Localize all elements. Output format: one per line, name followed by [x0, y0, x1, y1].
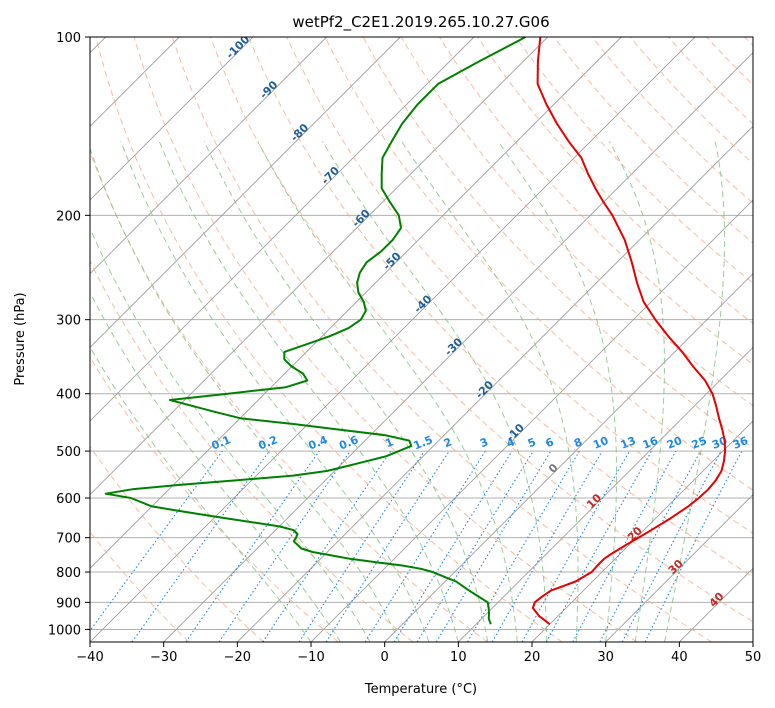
moist-adiabat-line: [664, 141, 726, 642]
dewpoint-profile-line: [104, 37, 527, 625]
dry-adiabat-line: [248, 37, 753, 578]
isotherm-line: [237, 125, 753, 642]
mixing-ratio-line: [435, 450, 552, 642]
x-tick-label: 20: [524, 650, 541, 665]
mixing-ratio-line: [325, 450, 450, 642]
y-axis-label: Pressure (hPa): [13, 292, 28, 385]
dry-adiabat-line: [324, 37, 753, 491]
moist-adiabat-line: [203, 141, 489, 642]
y-tick-label: 200: [56, 209, 81, 224]
x-tick-label: −20: [224, 650, 251, 665]
chart-title: wetPf2_C2E1.2019.265.10.27.G06: [292, 13, 549, 32]
dry-adiabat-line: [171, 37, 712, 642]
dry-adiabat-line: [629, 37, 753, 165]
moist-adiabats: [90, 141, 726, 642]
mixing-ratio-label: 16: [641, 434, 660, 452]
mixing-ratio-label: 20: [665, 434, 684, 452]
isotherm-line: [90, 37, 327, 275]
mixing-ratio-line: [131, 450, 270, 642]
moist-adiabat-line: [90, 345, 312, 642]
mixing-ratio-label: 8: [572, 435, 584, 450]
moist-adiabat-line: [120, 141, 430, 642]
x-tick-label: 50: [745, 650, 762, 665]
y-tick-label: 300: [56, 314, 81, 329]
dry-adiabat-line: [90, 445, 264, 642]
mixing-ratio-line: [218, 450, 351, 642]
dry-adiabat-line: [90, 259, 414, 642]
isotherm-line: [90, 37, 475, 422]
mixing-ratio-label: 36: [731, 434, 750, 452]
dry-adiabat-line: [133, 37, 638, 642]
moist-adiabat-line: [90, 147, 400, 642]
isotherm-line: [384, 273, 753, 642]
isotherm-line: [90, 37, 401, 348]
y-tick-label: 800: [56, 566, 81, 581]
isotherm-line: [163, 52, 753, 642]
sounding-profiles: [104, 37, 727, 625]
x-tick-label: 10: [450, 650, 467, 665]
isotherm-line: [605, 494, 753, 642]
x-tick-label: 0: [381, 650, 389, 665]
x-axis-ticks: −40 −30 −20 −10 0 10 20 30 40 50: [76, 642, 761, 665]
mixing-ratio-line: [545, 450, 653, 642]
moist-adiabat-line: [158, 141, 459, 642]
y-tick-label: 600: [56, 492, 81, 507]
temperature-profile-line: [531, 37, 727, 625]
isotherm-line: [90, 37, 548, 496]
dry-adiabats: [90, 37, 753, 642]
isotherm-line: [458, 346, 753, 642]
mixing-ratio-line: [393, 450, 513, 642]
mixing-ratio-line: [491, 450, 603, 642]
x-tick-label: 40: [671, 650, 688, 665]
mixing-ratio-label: 25: [690, 434, 709, 452]
isotherm-line: [90, 37, 696, 642]
dry-adiabat-line: [95, 37, 563, 642]
mixing-ratio-line: [416, 450, 534, 642]
moist-adiabat-line: [321, 141, 548, 642]
y-tick-label: 1000: [48, 623, 81, 638]
x-tick-label: −40: [76, 650, 103, 665]
mixing-ratio-label: 2: [442, 435, 454, 450]
plot-frame: [89, 36, 754, 643]
mixing-ratio-label: 5: [526, 435, 538, 450]
mixing-ratio-line: [521, 450, 630, 642]
mixing-ratio-label: 1: [383, 435, 395, 450]
mixing-ratio-label: 13: [619, 434, 638, 452]
mixing-ratio-line: [364, 450, 486, 642]
dry-adiabat-line: [362, 37, 753, 449]
moist-adiabat-line: [257, 141, 518, 642]
mixing-ratio-line: [467, 450, 580, 642]
dry-adiabat-line: [400, 37, 753, 407]
mixing-ratio-line: [185, 450, 320, 642]
isotherm-line: [90, 37, 254, 201]
mixing-ratio-label: 10: [591, 434, 610, 452]
y-tick-label: 500: [56, 445, 81, 460]
moist-adiabat-line: [497, 141, 617, 642]
dry-adiabat-line: [477, 37, 753, 325]
moist-adiabat-line: [608, 141, 665, 642]
y-axis-ticks: 100 200 300 400 500 600 700 800 900 1000: [48, 31, 90, 638]
dry-adiabat-line: [515, 37, 753, 284]
isobar-grid: [90, 37, 753, 630]
dry-adiabat-line: [591, 37, 753, 204]
y-tick-label: 900: [56, 596, 81, 611]
mixing-ratio-line: [572, 450, 677, 642]
moist-adiabat-line: [401, 141, 579, 642]
y-tick-label: 400: [56, 388, 81, 403]
x-tick-label: −10: [297, 650, 324, 665]
x-tick-label: 30: [597, 650, 614, 665]
x-tick-label: −30: [150, 650, 177, 665]
y-tick-label: 100: [56, 31, 81, 46]
x-axis-label: Temperature (°C): [364, 682, 477, 697]
mixing-ratio-label: 3: [478, 435, 490, 450]
y-tick-label: 700: [56, 532, 81, 547]
moist-adiabat-line: [90, 291, 341, 642]
